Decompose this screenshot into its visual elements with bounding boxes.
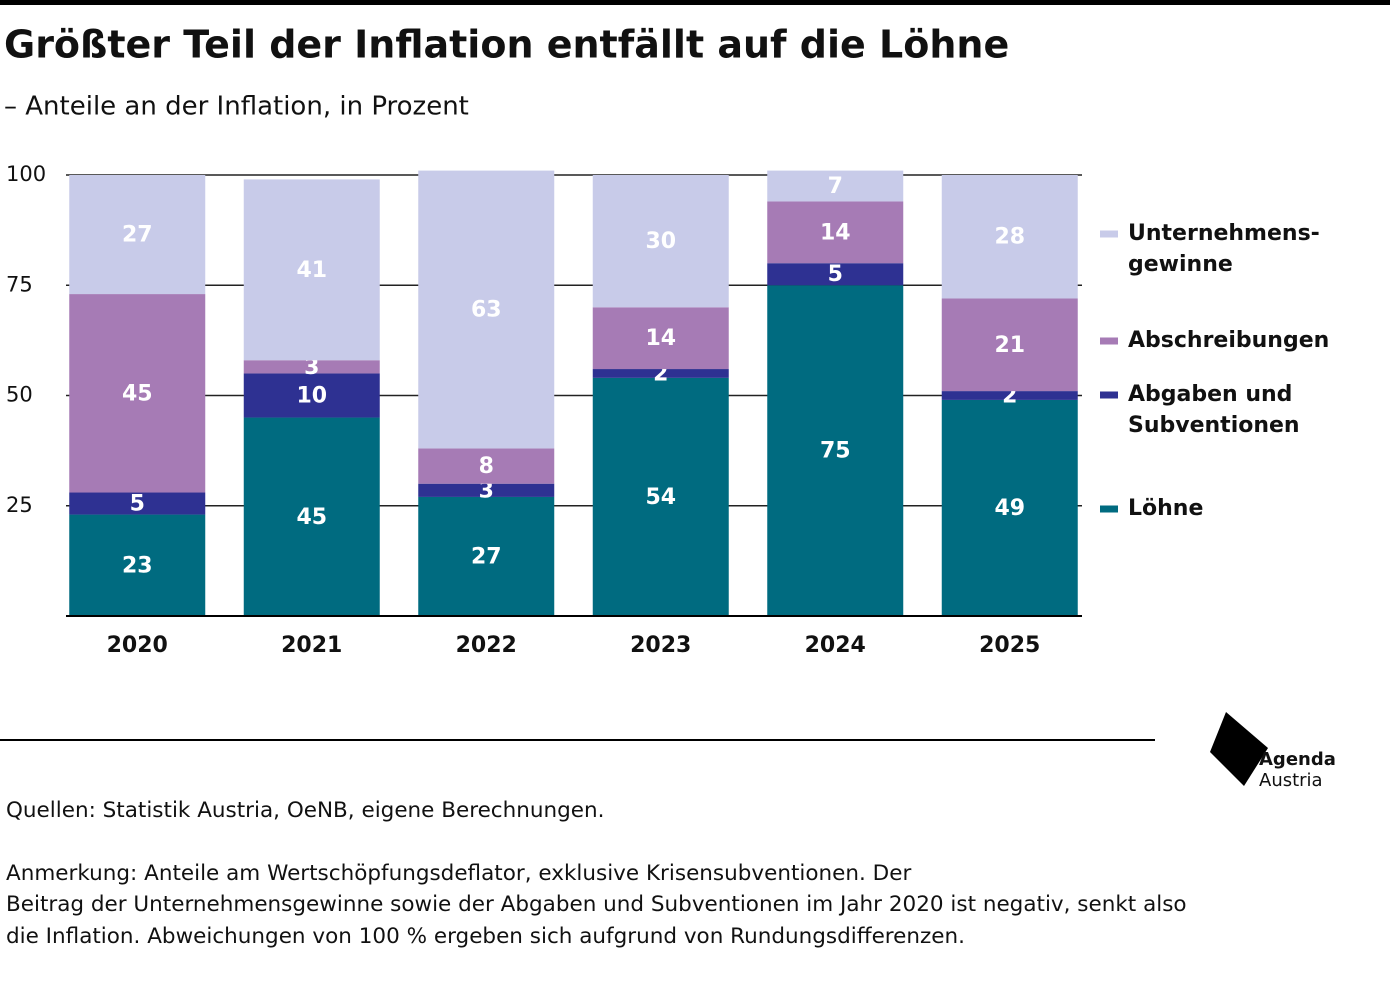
bar-segment [767, 170, 904, 202]
legend-marker [1100, 505, 1118, 513]
bar-segment [767, 263, 904, 286]
value-label: 45 [296, 505, 327, 530]
x-tick-label: 2021 [281, 633, 342, 658]
x-tick-label: 2024 [805, 633, 866, 658]
bar-segment [592, 175, 729, 308]
logo-text: Agenda [1259, 749, 1336, 770]
value-label: 75 [820, 439, 851, 464]
value-label: 28 [994, 225, 1025, 250]
bar-segment [767, 201, 904, 264]
y-tick-label: 75 [6, 272, 33, 296]
value-label: 30 [645, 229, 676, 254]
bar-segment [592, 307, 729, 370]
legend-label: Löhne [1128, 496, 1203, 521]
value-label: 5 [828, 262, 843, 287]
x-tick-label: 2020 [107, 633, 168, 658]
note: Anmerkung: Anteile am Wertschöpfungsdefl… [6, 860, 1187, 949]
bar-segment [69, 294, 206, 493]
legend-marker [1100, 230, 1118, 238]
top-rule [0, 0, 1390, 5]
bar-segment [941, 399, 1078, 616]
bar-segment [418, 448, 555, 484]
bar-segment [243, 417, 380, 616]
value-label: 63 [471, 298, 502, 323]
value-label: 41 [296, 258, 327, 283]
legend-label: Abgaben und Subventionen [1128, 382, 1300, 438]
legend-label: Unternehmens-gewinne [1128, 221, 1320, 277]
x-tick-label: 2022 [456, 633, 517, 658]
legend-label: Abschreibungen [1128, 328, 1329, 353]
value-label: 7 [828, 174, 843, 199]
value-label: 3 [479, 478, 494, 503]
x-tick-label: 2025 [979, 633, 1040, 658]
value-label: 54 [645, 485, 676, 510]
bar-segment [941, 175, 1078, 299]
bar-segment [243, 373, 380, 418]
y-tick-label: 50 [6, 383, 33, 407]
value-label: 45 [122, 381, 153, 406]
bar-segment [592, 377, 729, 616]
logo-mark [1210, 712, 1268, 786]
value-label: 49 [994, 496, 1025, 521]
bar-segment [243, 360, 380, 374]
value-label: 10 [296, 384, 327, 409]
value-label: 14 [645, 326, 676, 351]
value-label: 23 [122, 553, 153, 578]
x-tick-label: 2023 [630, 633, 691, 658]
footer: Quellen: Statistik Austria, OeNB, eigene… [6, 763, 1386, 984]
bar-segment [418, 170, 555, 449]
value-label: 5 [130, 492, 145, 517]
bar-segment [941, 391, 1078, 400]
value-label: 14 [820, 220, 851, 245]
logo-text: Austria [1259, 770, 1323, 791]
chart: Größter Teil der Inflation entfällt auf … [0, 0, 1390, 791]
value-label: 27 [471, 544, 502, 569]
value-label: 21 [994, 333, 1025, 358]
bar-segment [418, 483, 555, 497]
legend-marker [1100, 337, 1118, 345]
value-label: 27 [122, 223, 153, 248]
page: Größter Teil der Inflation entfällt auf … [0, 0, 1390, 949]
sources: Quellen: Statistik Austria, OeNB, eigene… [6, 797, 605, 823]
bar-segment [69, 514, 206, 616]
bar-segment [418, 496, 555, 616]
bar-segment [69, 175, 206, 295]
bar-segment [767, 285, 904, 616]
y-tick-label: 25 [6, 493, 33, 517]
bar-segment [243, 179, 380, 361]
value-label: 3 [304, 355, 319, 380]
legend-marker [1100, 391, 1118, 399]
y-tick-label: 100 [6, 162, 46, 186]
chart-subtitle: – Anteile an der Inflation, in Prozent [4, 92, 469, 122]
bar-segment [69, 492, 206, 515]
bar-segment [941, 298, 1078, 392]
value-label: 8 [479, 454, 494, 479]
chart-title: Größter Teil der Inflation entfällt auf … [4, 23, 1009, 67]
bar-segment [592, 369, 729, 378]
